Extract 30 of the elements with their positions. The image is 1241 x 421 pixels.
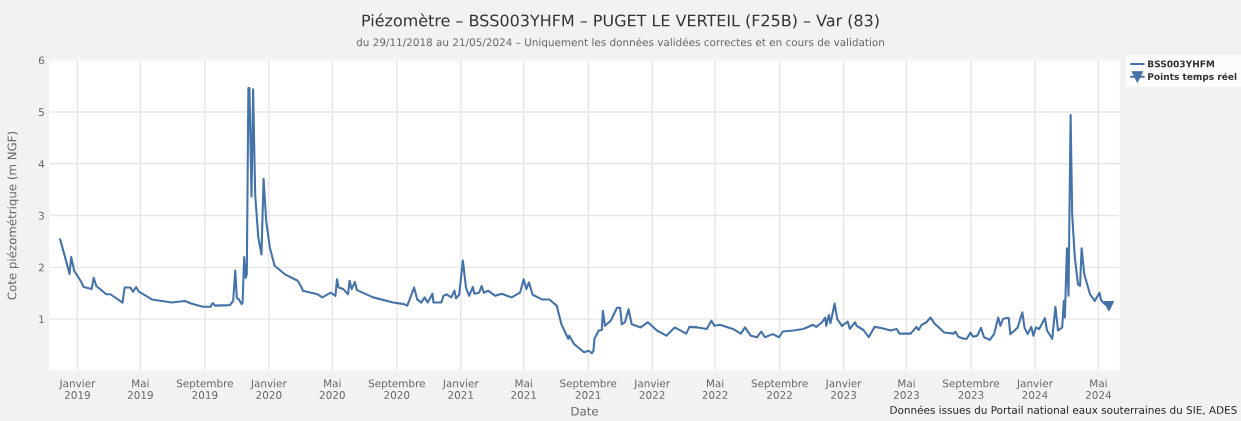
x-tick-label: Septembre 2021 xyxy=(560,379,617,399)
x-tick-label: Septembre 2023 xyxy=(943,379,1000,399)
x-tick-label: Mai 2019 xyxy=(127,379,153,399)
x-tick-label: Janvier 2019 xyxy=(58,379,96,399)
x-tick-label: Janvier 2020 xyxy=(250,379,287,399)
x-tick-label: Janvier 2024 xyxy=(1016,379,1053,399)
legend-label: BSS003YHFM xyxy=(1148,60,1215,68)
x-tick-label: Mai 2021 xyxy=(511,379,536,399)
chart-subtitle: du 29/11/2018 au 21/05/2024 – Uniquement les données validées correctes et en cours de validation xyxy=(356,37,884,49)
y-tick-label: 3 xyxy=(38,211,44,220)
legend-label: Points temps réel xyxy=(1148,72,1237,82)
text: Données issues du Portail national eaux souterraines du SIE, ADES xyxy=(890,405,1237,415)
y-tick-label: 1 xyxy=(39,315,44,324)
x-tick-label: Janvier 2021 xyxy=(442,379,479,399)
x-tick-label: Janvier 2023 xyxy=(825,379,862,399)
x-tick-label: Septembre 2020 xyxy=(368,379,425,399)
y-axis-title: Cote piézométrique (m NGF) xyxy=(6,131,19,300)
x-tick-label: Mai 2023 xyxy=(893,379,919,399)
x-tick-label: Janvier 2022 xyxy=(633,379,671,399)
chart-title: Piézomètre – BSS003YHFM – PUGET LE VERTEIL (F25B) – Var (83) xyxy=(362,13,879,29)
x-tick-label: Mai 2022 xyxy=(702,379,728,399)
y-tick-label: 4 xyxy=(38,160,45,168)
x-axis-title: Date xyxy=(571,406,598,416)
x-tick-label: Mai 2024 xyxy=(1085,379,1112,399)
y-tick-label: 5 xyxy=(38,108,44,117)
y-tick-label: 6 xyxy=(38,56,45,65)
y-tick-label: 2 xyxy=(38,263,44,272)
x-tick-label: Mai 2020 xyxy=(319,379,345,399)
x-tick-label: Septembre 2019 xyxy=(176,379,233,399)
x-tick-label: Septembre 2022 xyxy=(751,379,808,399)
